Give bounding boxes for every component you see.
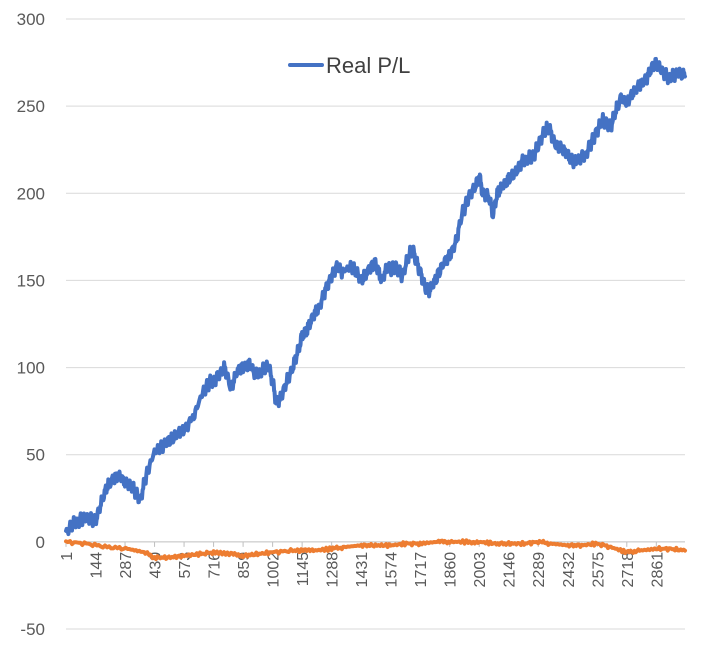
x-tick-label: 2003 xyxy=(472,552,489,588)
y-tick-label: 250 xyxy=(17,97,45,116)
x-tick-label: 2432 xyxy=(561,552,578,588)
x-tick-label: 1431 xyxy=(354,552,371,588)
y-tick-label: 300 xyxy=(17,10,45,29)
x-tick-label: 1145 xyxy=(295,552,312,587)
x-axis-ticks: 1 144 287 430 573 716 859 1002 1145 1288 1431 1574 1… xyxy=(59,541,666,588)
y-tick-label: 100 xyxy=(17,359,45,378)
y-tick-label: 200 xyxy=(17,184,45,203)
x-tick-label: 144 xyxy=(89,552,106,579)
series-lines xyxy=(64,56,687,562)
x-tick-label: 287 xyxy=(118,552,135,579)
y-tick-label: 150 xyxy=(17,271,45,290)
x-tick-label: 1288 xyxy=(325,552,342,588)
y-axis-ticks: -50 0 50 100 150 200 250 300 xyxy=(17,10,45,639)
x-tick-label: 2861 xyxy=(649,552,666,588)
y-tick-label: -50 xyxy=(20,620,45,639)
x-tick-label: 2575 xyxy=(590,552,607,588)
series-line-real-pl xyxy=(64,56,687,537)
series-line-second xyxy=(64,538,687,562)
x-tick-label: 2146 xyxy=(502,552,519,588)
x-tick-label: 2718 xyxy=(620,552,637,588)
x-tick-label: 1860 xyxy=(443,552,460,588)
gridlines xyxy=(66,18,685,630)
y-tick-label: 50 xyxy=(26,446,45,465)
legend: Real P/L xyxy=(288,53,410,78)
legend-label-real-pl: Real P/L xyxy=(326,53,410,78)
x-tick-label: 716 xyxy=(207,552,224,579)
x-tick-label: 1 xyxy=(59,552,76,561)
x-tick-label: 1717 xyxy=(413,552,430,588)
x-tick-label: 1574 xyxy=(384,552,401,588)
x-tick-label: 2289 xyxy=(531,552,548,588)
x-tick-label: 1002 xyxy=(266,552,283,588)
y-tick-label: 0 xyxy=(36,533,45,552)
